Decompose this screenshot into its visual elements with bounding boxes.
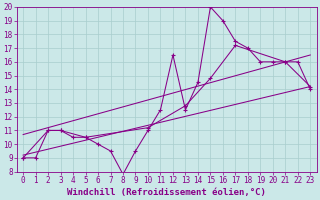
X-axis label: Windchill (Refroidissement éolien,°C): Windchill (Refroidissement éolien,°C) <box>67 188 266 197</box>
